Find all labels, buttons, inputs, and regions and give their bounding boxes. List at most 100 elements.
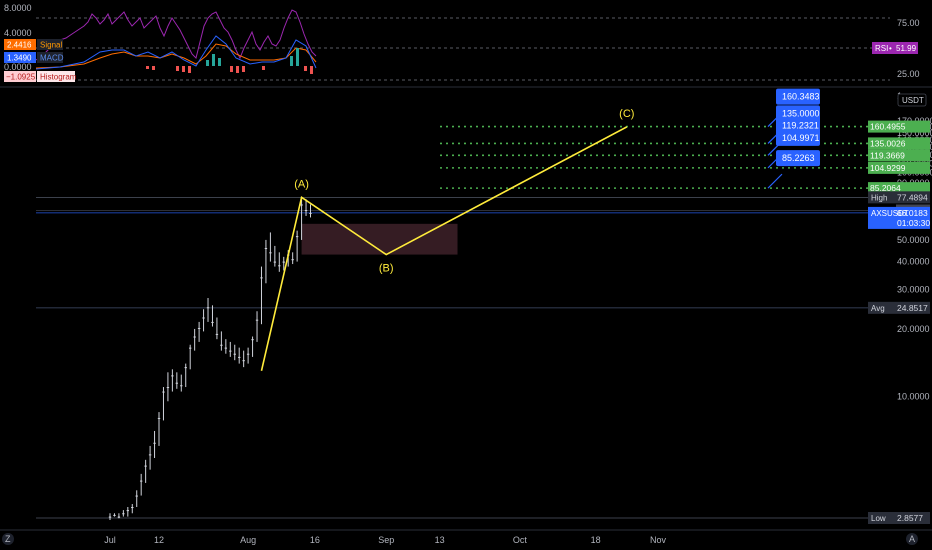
- price-marker-badge: [868, 206, 930, 229]
- currency-toggle[interactable]: USDT: [897, 93, 927, 107]
- candles-layer: [108, 197, 312, 520]
- candle-body: [162, 391, 165, 393]
- candle-body: [197, 327, 201, 329]
- hist-bar: [304, 66, 307, 71]
- compass-right-label: A: [909, 534, 915, 544]
- time-tick: Jul: [104, 535, 116, 545]
- callout-pointer: [767, 173, 783, 189]
- macd-value: 1.3490: [7, 54, 32, 63]
- price-marker-label: Low: [871, 514, 886, 523]
- target-axis-badge: [868, 182, 930, 195]
- target-axis-badge: [868, 120, 930, 133]
- candle-body: [300, 204, 303, 206]
- time-tick: Aug: [240, 535, 256, 545]
- price-marker-badge: [868, 191, 930, 204]
- hist-name-badge: [37, 71, 75, 82]
- candle-body: [184, 367, 187, 369]
- macd-value-badge: [4, 52, 36, 63]
- hist-bar: [182, 66, 185, 72]
- price-marker-value: 24.8517: [897, 303, 928, 313]
- hist-bar: [152, 66, 155, 70]
- candle-body: [157, 417, 161, 419]
- target-callout-value: 85.2263: [782, 153, 815, 163]
- target-levels-layer: [440, 125, 884, 189]
- target-callout[interactable]: [776, 129, 820, 146]
- candle-body: [269, 252, 272, 254]
- price-marker-label: AXSUSDT: [871, 209, 909, 218]
- hist-bar: [206, 60, 209, 66]
- candle-body: [246, 353, 250, 355]
- candle-body: [215, 333, 219, 335]
- time-tick: 13: [435, 535, 445, 545]
- target-axis-badge: [868, 149, 930, 162]
- signal-line: [35, 43, 317, 69]
- macd-tick: 0.0000: [4, 62, 32, 72]
- compass-left[interactable]: Z: [2, 533, 14, 545]
- target-callout[interactable]: [776, 150, 820, 167]
- hist-bar: [176, 66, 179, 71]
- candle-body: [211, 321, 214, 323]
- candle-body: [224, 347, 228, 349]
- target-axis-value: 119.3669: [870, 150, 905, 160]
- candle-body: [126, 510, 130, 512]
- candle-body: [180, 385, 183, 387]
- compass-right[interactable]: A: [906, 533, 918, 545]
- time-axis[interactable]: Jul 12 Aug 16 Sep 13 Oct 18 Nov: [104, 535, 666, 545]
- candle-body: [282, 261, 285, 263]
- price-marker-value: 77.4894: [897, 192, 928, 202]
- macd-name: MACD: [40, 54, 64, 63]
- target-callout-value: 135.0000: [782, 108, 820, 118]
- time-tick: 18: [591, 535, 601, 545]
- signal-name-badge: [37, 39, 63, 50]
- signal-name: Signal: [40, 41, 62, 50]
- candle-body: [153, 442, 156, 444]
- candle-body: [220, 344, 223, 346]
- target-axis-badge: [868, 137, 930, 150]
- target-axis-value: 160.4955: [870, 122, 906, 132]
- signal-value: 2.4416: [7, 41, 32, 50]
- candle-body: [139, 480, 143, 482]
- wave-label: (B): [379, 263, 394, 275]
- candle-body: [264, 248, 268, 250]
- candle-body: [122, 513, 125, 515]
- candle-body: [255, 319, 259, 321]
- candle-body: [193, 336, 196, 338]
- wave-layer: (A) (B) (C): [260, 108, 634, 371]
- candle-body: [304, 210, 308, 212]
- target-axis-badge: [868, 161, 930, 174]
- hist-bar: [188, 66, 191, 73]
- callouts-layer: 160.3483 135.0000 119.2321 104.9971 85.2263: [767, 88, 820, 189]
- price-tick: 10.0000: [897, 391, 930, 401]
- hist-bar: [290, 56, 293, 66]
- elliott-wave-path[interactable]: [260, 126, 628, 371]
- macd-line: [35, 35, 317, 70]
- time-tick: 16: [310, 535, 320, 545]
- target-callout-value: 160.3483: [782, 92, 820, 102]
- candle-body: [251, 339, 254, 341]
- candle-body: [229, 350, 232, 352]
- candle-body: [166, 387, 170, 389]
- price-tick: 30.0000: [897, 285, 930, 295]
- candle-body: [206, 307, 210, 309]
- candle-body: [113, 514, 116, 516]
- hist-bar: [236, 66, 239, 73]
- candle-body: [188, 347, 192, 349]
- candle-body: [295, 236, 299, 238]
- rsi-value: 51.99: [896, 44, 917, 53]
- hist-bar: [310, 66, 313, 74]
- hist-bar: [218, 58, 221, 66]
- rsi-line: [35, 9, 317, 61]
- rsi-badge: [872, 42, 918, 54]
- price-marker-label: Avg: [871, 304, 885, 313]
- signal-value-badge: [4, 39, 36, 50]
- target-callout[interactable]: [776, 117, 820, 134]
- price-marker-label: High: [871, 193, 887, 202]
- hist-bar: [242, 66, 245, 72]
- price-tick: 150.0000: [897, 128, 932, 138]
- target-callout[interactable]: [776, 88, 820, 105]
- price-countdown: 01:03:30: [897, 218, 930, 228]
- candle-body: [278, 265, 281, 267]
- hist-value: −1.0925: [6, 73, 36, 82]
- target-axis-value: 104.9299: [870, 163, 906, 173]
